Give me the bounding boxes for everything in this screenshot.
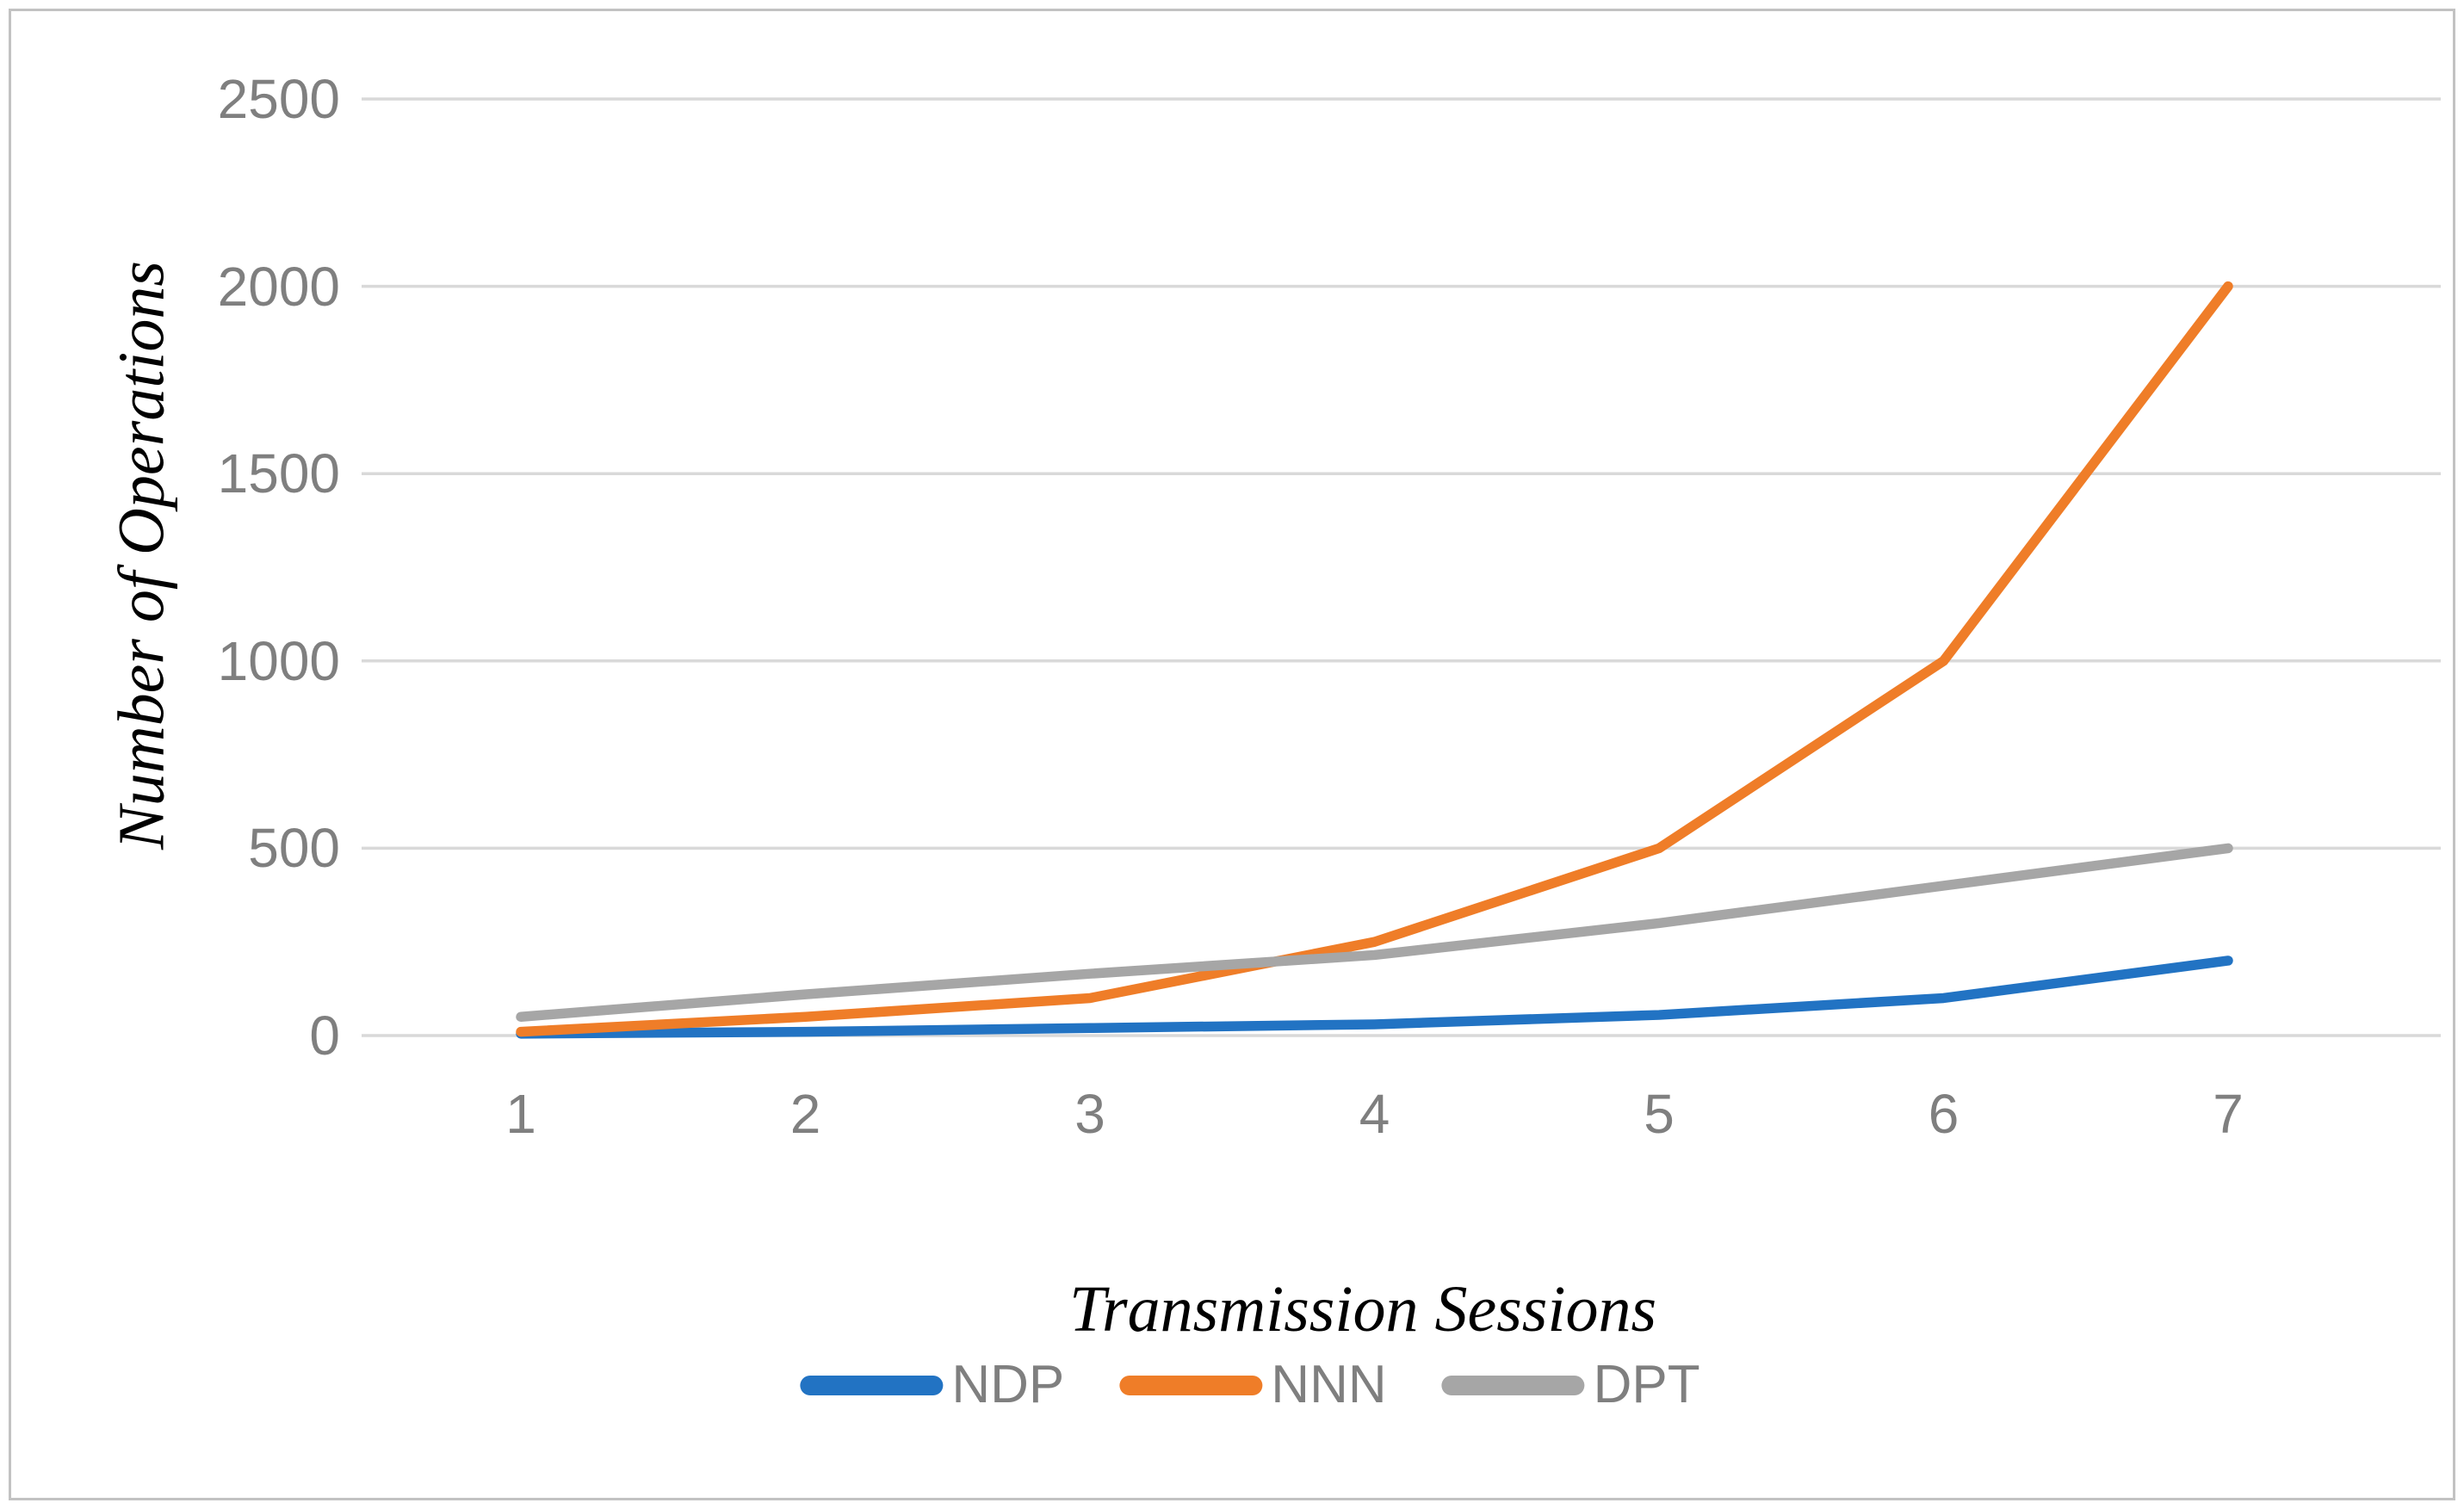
- x-tick-label-5: 5: [1644, 1083, 1675, 1145]
- legend-label-nnn: NNN: [1271, 1355, 1387, 1414]
- y-tick-label-1000: 1000: [217, 629, 340, 692]
- y-tick-label-500: 500: [248, 817, 340, 880]
- legend-swatch-nnn: [1119, 1375, 1263, 1395]
- legend-label-ndp: NDP: [951, 1355, 1065, 1414]
- series-line-ndp: [516, 955, 2233, 1039]
- series-line-dpt: [516, 843, 2233, 1022]
- x-tick-label-2: 2: [789, 1083, 821, 1145]
- y-tick-label-2500: 2500: [217, 68, 340, 130]
- y-tick-label-0: 0: [309, 1005, 340, 1067]
- legend-label-dpt: DPT: [1593, 1355, 1700, 1414]
- legend-item-dpt: DPT: [1441, 1355, 1700, 1414]
- y-tick-label-2000: 2000: [217, 255, 340, 318]
- legend-item-ndp: NDP: [800, 1358, 1064, 1412]
- x-tick-label-1: 1: [505, 1083, 536, 1145]
- legend-swatch-ndp: [800, 1375, 944, 1395]
- x-tick-label-7: 7: [2213, 1083, 2244, 1145]
- data-series-lines: [516, 281, 2233, 1039]
- figure-border: [9, 9, 2455, 1500]
- chart-legend: NDP NNN DPT: [800, 1355, 1700, 1414]
- series-line-nnn: [516, 281, 2233, 1037]
- y-axis-title: Number of Operations: [105, 261, 178, 850]
- y-tick-label-1500: 1500: [217, 442, 340, 505]
- x-tick-label-6: 6: [1928, 1083, 1959, 1145]
- x-tick-label-4: 4: [1359, 1083, 1390, 1145]
- x-axis-title: Transmission Sessions: [1068, 1273, 1657, 1345]
- legend-swatch-dpt: [1441, 1375, 1585, 1395]
- horizontal-gridlines: [362, 97, 2441, 1037]
- x-tick-label-3: 3: [1074, 1083, 1105, 1145]
- legend-item-nnn: NNN: [1119, 1355, 1387, 1414]
